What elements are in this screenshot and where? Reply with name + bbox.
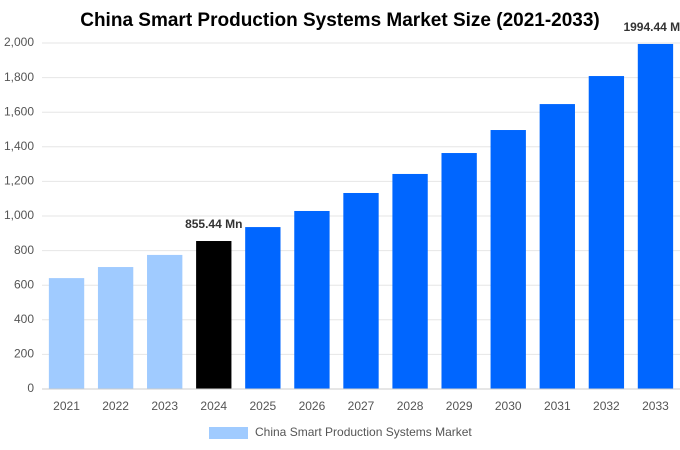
bar [97,267,134,389]
bar [392,173,428,389]
bar [441,153,477,389]
x-tick-label: 2025 [249,399,276,413]
x-tick-label: 2032 [593,399,620,413]
value-label: 855.44 Mn [185,217,242,231]
legend-swatch [209,427,248,439]
bar [147,254,183,389]
y-tick-label: 1,000 [4,208,34,222]
bar [637,43,674,389]
y-tick-label: 0 [27,381,34,395]
y-tick-label: 1,400 [4,139,34,153]
x-tick-label: 2026 [299,399,326,413]
x-tick-label: 2028 [397,399,424,413]
x-tick-label: 2029 [446,399,473,413]
value-label: 1994.44 Mn [623,20,680,34]
y-tick-label: 400 [14,312,34,326]
y-tick-label: 1,200 [4,174,34,188]
bar [245,227,281,389]
y-tick-label: 1,600 [4,104,34,118]
y-tick-label: 2,000 [4,35,34,49]
bar [196,241,232,389]
bar [588,76,625,389]
chart-title: China Smart Production Systems Market Si… [80,10,600,31]
x-tick-label: 2022 [102,399,129,413]
bar [539,104,575,389]
y-tick-label: 1,800 [4,70,34,84]
bar [294,210,330,389]
x-tick-label: 2027 [348,399,375,413]
x-tick-label: 2024 [200,399,227,413]
bar [490,130,526,390]
x-tick-label: 2023 [151,399,178,413]
x-tick-label: 2033 [642,399,669,413]
x-tick-label: 2030 [495,399,522,413]
x-tick-label: 2021 [53,399,80,413]
y-tick-label: 200 [14,347,34,361]
y-tick-label: 600 [14,277,34,291]
bar [343,192,379,389]
bar [48,278,85,389]
y-tick-label: 800 [14,243,34,257]
x-tick-label: 2031 [544,399,571,413]
legend-label: China Smart Production Systems Market [255,425,472,439]
